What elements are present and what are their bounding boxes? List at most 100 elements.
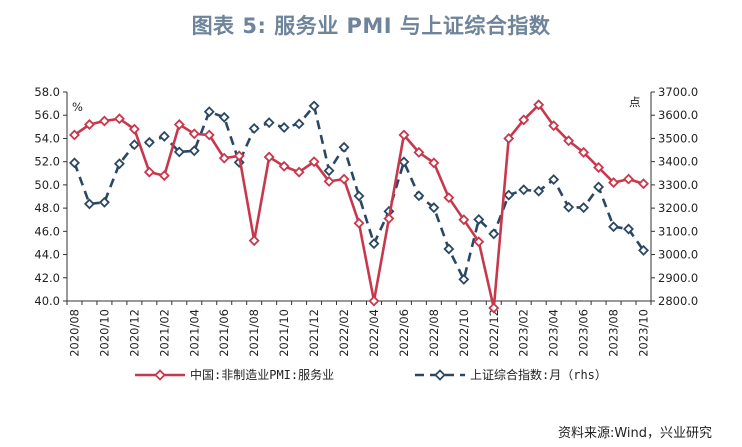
series-marker-1	[128, 123, 140, 135]
series-marker-2	[413, 190, 425, 202]
series-marker-2	[488, 228, 500, 240]
x-tick-label: 2021/06	[217, 309, 231, 357]
left-tick-label: 48.0	[34, 201, 60, 215]
series-marker-2	[578, 202, 590, 214]
series-marker-2	[323, 165, 335, 177]
x-tick-label: 2021/12	[307, 309, 321, 357]
series-marker-2	[548, 174, 560, 186]
chart-title: 图表 5: 服务业 PMI 与上证综合指数	[191, 14, 551, 38]
series-marker-2	[293, 118, 305, 130]
series-marker-2	[128, 139, 140, 151]
series-marker-2	[263, 117, 275, 129]
right-tick-label: 3500.0	[658, 131, 698, 145]
x-tick-label: 2022/04	[367, 309, 381, 357]
right-tick-label: 3000.0	[658, 248, 698, 262]
series-marker-2	[503, 189, 515, 201]
series-marker-1	[188, 128, 200, 140]
series-marker-2	[113, 158, 125, 170]
x-tick-label: 2021/10	[277, 309, 291, 357]
x-tick-label: 2022/10	[457, 309, 471, 357]
left-tick-label: 46.0	[34, 224, 60, 238]
series-marker-1	[503, 132, 515, 144]
series-marker-2	[638, 244, 649, 256]
series-marker-1	[248, 235, 260, 247]
x-tick-label: 2021/08	[247, 309, 261, 357]
series-marker-2	[83, 198, 95, 210]
series-marker-2	[518, 184, 530, 196]
right-tick-label: 3300.0	[658, 178, 698, 192]
legend-marker-2	[434, 369, 446, 381]
series-marker-2	[533, 185, 545, 197]
left-tick-label: 50.0	[34, 178, 60, 192]
x-tick-label: 2020/12	[127, 309, 141, 357]
series-marker-1	[98, 115, 110, 127]
series-marker-2	[218, 111, 230, 123]
series-marker-2	[473, 214, 485, 225]
series-marker-2	[308, 100, 320, 112]
series-marker-1	[398, 129, 410, 141]
series-marker-1	[263, 151, 275, 163]
series-marker-1	[203, 129, 215, 141]
series-marker-2	[398, 156, 410, 168]
series-marker-1	[368, 295, 380, 307]
series-marker-2	[353, 190, 365, 202]
x-tick-label: 2022/02	[337, 309, 351, 357]
right-tick-label: 3200.0	[658, 201, 698, 215]
x-tick-label: 2023/04	[547, 309, 561, 357]
series-marker-1	[638, 178, 649, 190]
series-marker-1	[338, 173, 350, 185]
series-marker-2	[623, 223, 635, 235]
series-marker-1	[458, 214, 470, 226]
series-marker-2	[608, 221, 620, 233]
series-marker-1	[69, 129, 80, 141]
left-tick-label: 42.0	[34, 271, 60, 285]
series-marker-2	[593, 181, 605, 193]
legend-marker-1	[154, 369, 166, 381]
legend-label-1: 中国:非制造业PMI:服务业	[190, 367, 334, 382]
series-marker-1	[428, 157, 440, 169]
series-marker-1	[413, 146, 425, 158]
x-tick-label: 2020/08	[67, 309, 81, 357]
x-tick-label: 2023/02	[517, 309, 531, 357]
left-tick-label: 56.0	[34, 108, 60, 122]
x-tick-label: 2023/10	[637, 309, 651, 357]
series-marker-1	[308, 156, 320, 168]
left-tick-label: 58.0	[34, 85, 60, 99]
series-line-1	[73, 103, 644, 310]
series-marker-1	[578, 146, 590, 158]
series-marker-2	[203, 106, 215, 118]
series-marker-2	[458, 273, 470, 285]
legend-label-2: 上证综合指数:月（rhs）	[470, 367, 607, 382]
series-marker-2	[98, 196, 110, 208]
series-marker-1	[143, 166, 155, 178]
series-marker-2	[428, 202, 440, 214]
series-marker-2	[188, 145, 200, 157]
series-marker-1	[608, 177, 620, 189]
right-tick-label: 2900.0	[658, 271, 698, 285]
series-marker-2	[443, 243, 455, 255]
x-tick-label: 2022/08	[427, 309, 441, 357]
series-marker-1	[158, 170, 170, 182]
right-tick-label: 3700.0	[658, 85, 698, 99]
left-tick-label: 40.0	[34, 294, 60, 308]
series-marker-1	[383, 213, 395, 225]
left-unit-label: %	[72, 100, 83, 114]
right-tick-label: 3400.0	[658, 155, 698, 169]
series-marker-2	[248, 122, 260, 134]
series-marker-1	[293, 166, 305, 178]
x-tick-label: 2023/08	[607, 309, 621, 357]
series-marker-1	[278, 160, 290, 172]
x-tick-label: 2020/10	[97, 309, 111, 357]
x-tick-label: 2022/06	[397, 309, 411, 357]
right-tick-label: 2800.0	[658, 294, 698, 308]
series-marker-1	[623, 173, 635, 185]
right-tick-label: 3600.0	[658, 108, 698, 122]
series-marker-1	[113, 113, 125, 125]
series-marker-1	[488, 302, 500, 314]
series-marker-1	[518, 114, 530, 126]
series-marker-2	[143, 136, 155, 148]
series-marker-1	[593, 161, 605, 173]
series-marker-2	[563, 201, 575, 213]
series-marker-1	[233, 150, 245, 162]
x-tick-label: 2023/06	[577, 309, 591, 357]
